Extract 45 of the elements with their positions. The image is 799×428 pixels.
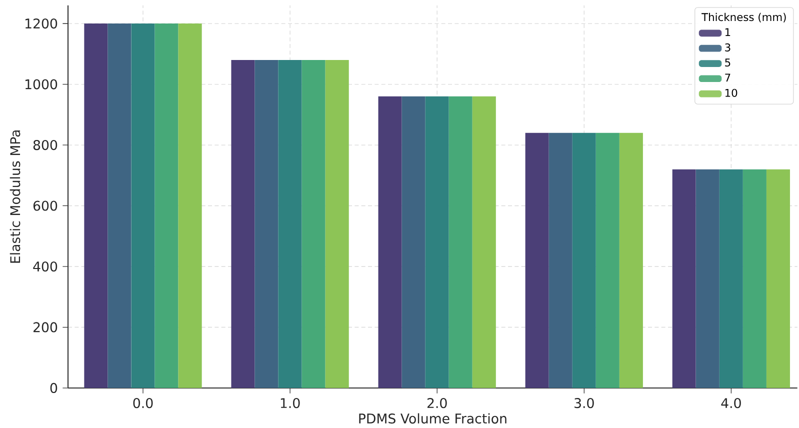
x-tick-label: 1.0 (280, 398, 300, 408)
bar (672, 169, 696, 388)
x-tick-label: 2.0 (427, 398, 447, 408)
bar (254, 60, 278, 388)
bar (278, 60, 302, 388)
bar (696, 169, 720, 388)
bar (325, 60, 349, 388)
bar (525, 132, 549, 388)
bar (302, 60, 326, 388)
y-tick-label: 400 (33, 261, 58, 272)
legend-label: 10 (725, 88, 738, 97)
y-tick-label: 800 (33, 140, 58, 150)
bar (766, 169, 790, 388)
x-axis-title: PDMS Volume Fraction (359, 413, 506, 424)
x-tick-label: 0.0 (133, 398, 153, 408)
bar (402, 96, 426, 388)
bar (448, 96, 472, 388)
bar (548, 132, 572, 388)
y-tick-label: 600 (33, 200, 58, 211)
bar (572, 132, 596, 388)
y-tick-label: 200 (34, 322, 58, 332)
legend-label: 1 (725, 28, 730, 36)
bar (178, 24, 202, 388)
bar (619, 132, 643, 388)
legend-label: 7 (725, 74, 730, 82)
bar (131, 24, 155, 388)
legend-title: Thickness (mm) (702, 12, 786, 22)
bar (154, 24, 178, 388)
legend-label: 3 (725, 43, 730, 52)
legend-label: 5 (725, 58, 730, 67)
bar (231, 60, 255, 388)
y-axis-title: Elastic Modulus MPa (10, 130, 20, 263)
bar (742, 169, 766, 388)
bar (378, 96, 402, 388)
bar (84, 24, 108, 388)
bar (108, 24, 132, 388)
x-tick-label: 4.0 (721, 398, 741, 408)
bar (596, 132, 620, 388)
y-tick-label: 0 (50, 382, 58, 394)
x-tick-label: 3.0 (574, 398, 594, 408)
bar (719, 169, 743, 388)
y-tick-label: 1000 (26, 79, 58, 90)
y-tick-label: 1200 (26, 18, 58, 29)
bar (472, 96, 496, 388)
bar (425, 96, 449, 388)
